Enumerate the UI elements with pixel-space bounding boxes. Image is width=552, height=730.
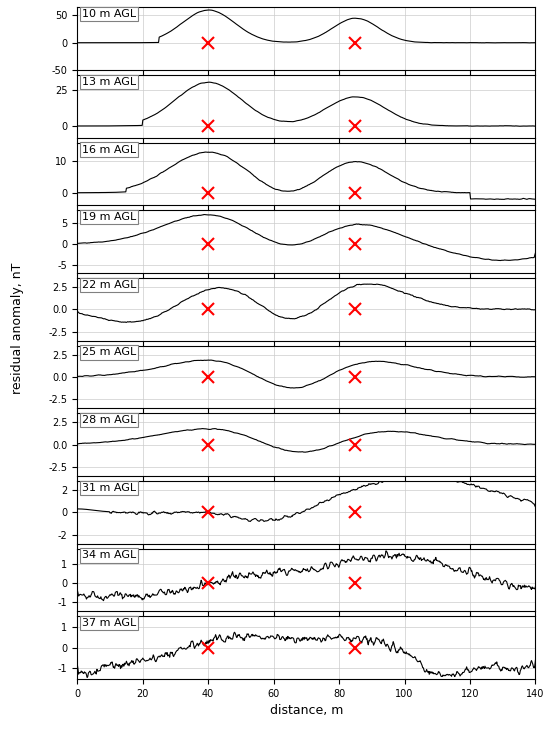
Text: 22 m AGL: 22 m AGL (82, 280, 136, 290)
Text: 31 m AGL: 31 m AGL (82, 483, 136, 493)
Text: residual anomaly, nT: residual anomaly, nT (11, 263, 24, 394)
Text: 28 m AGL: 28 m AGL (82, 415, 136, 425)
Text: 34 m AGL: 34 m AGL (82, 550, 136, 561)
Text: 16 m AGL: 16 m AGL (82, 145, 136, 155)
X-axis label: distance, m: distance, m (270, 704, 343, 717)
Text: 25 m AGL: 25 m AGL (82, 347, 136, 358)
Text: 10 m AGL: 10 m AGL (82, 9, 136, 19)
Text: 37 m AGL: 37 m AGL (82, 618, 136, 628)
Text: 13 m AGL: 13 m AGL (82, 77, 136, 87)
Text: 19 m AGL: 19 m AGL (82, 212, 136, 222)
